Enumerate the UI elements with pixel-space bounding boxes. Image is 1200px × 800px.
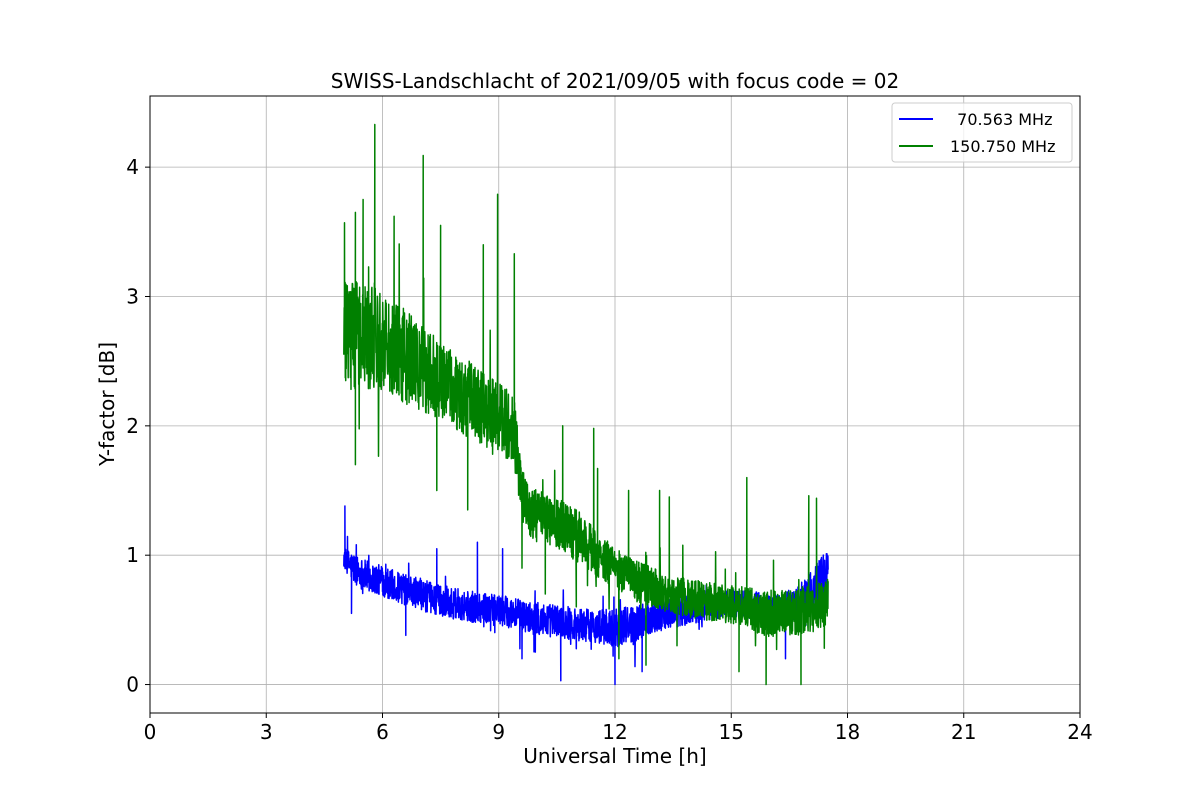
x-tick-label: 15 [719,720,744,744]
y-tick-label: 2 [126,414,139,438]
x-tick-label: 3 [260,720,273,744]
y-tick-label: 1 [126,543,139,567]
x-tick-label: 6 [376,720,389,744]
plot-lines [343,123,829,686]
chart-title: SWISS-Landschlacht of 2021/09/05 with fo… [331,69,899,93]
y-tick-label: 0 [126,673,139,697]
y-tick-label: 3 [126,284,139,308]
legend: 70.563 MHz 150.750 MHz [891,102,1073,163]
legend-label-150mhz: 150.750 MHz [950,137,1055,156]
series-line-1 [343,123,829,686]
y-axis-label: Y-factor [dB] [95,342,119,467]
legend-label-70mhz: 70.563 MHz [947,110,1052,129]
x-tick-label: 24 [1067,720,1092,744]
x-tick-label: 12 [602,720,627,744]
x-tick-label: 18 [835,720,860,744]
y-tick-label: 4 [126,155,139,179]
x-tick-label: 0 [144,720,157,744]
x-tick-label: 9 [492,720,505,744]
x-axis-label: Universal Time [h] [523,744,706,768]
x-tick-label: 21 [951,720,976,744]
legend-box [891,102,1073,163]
